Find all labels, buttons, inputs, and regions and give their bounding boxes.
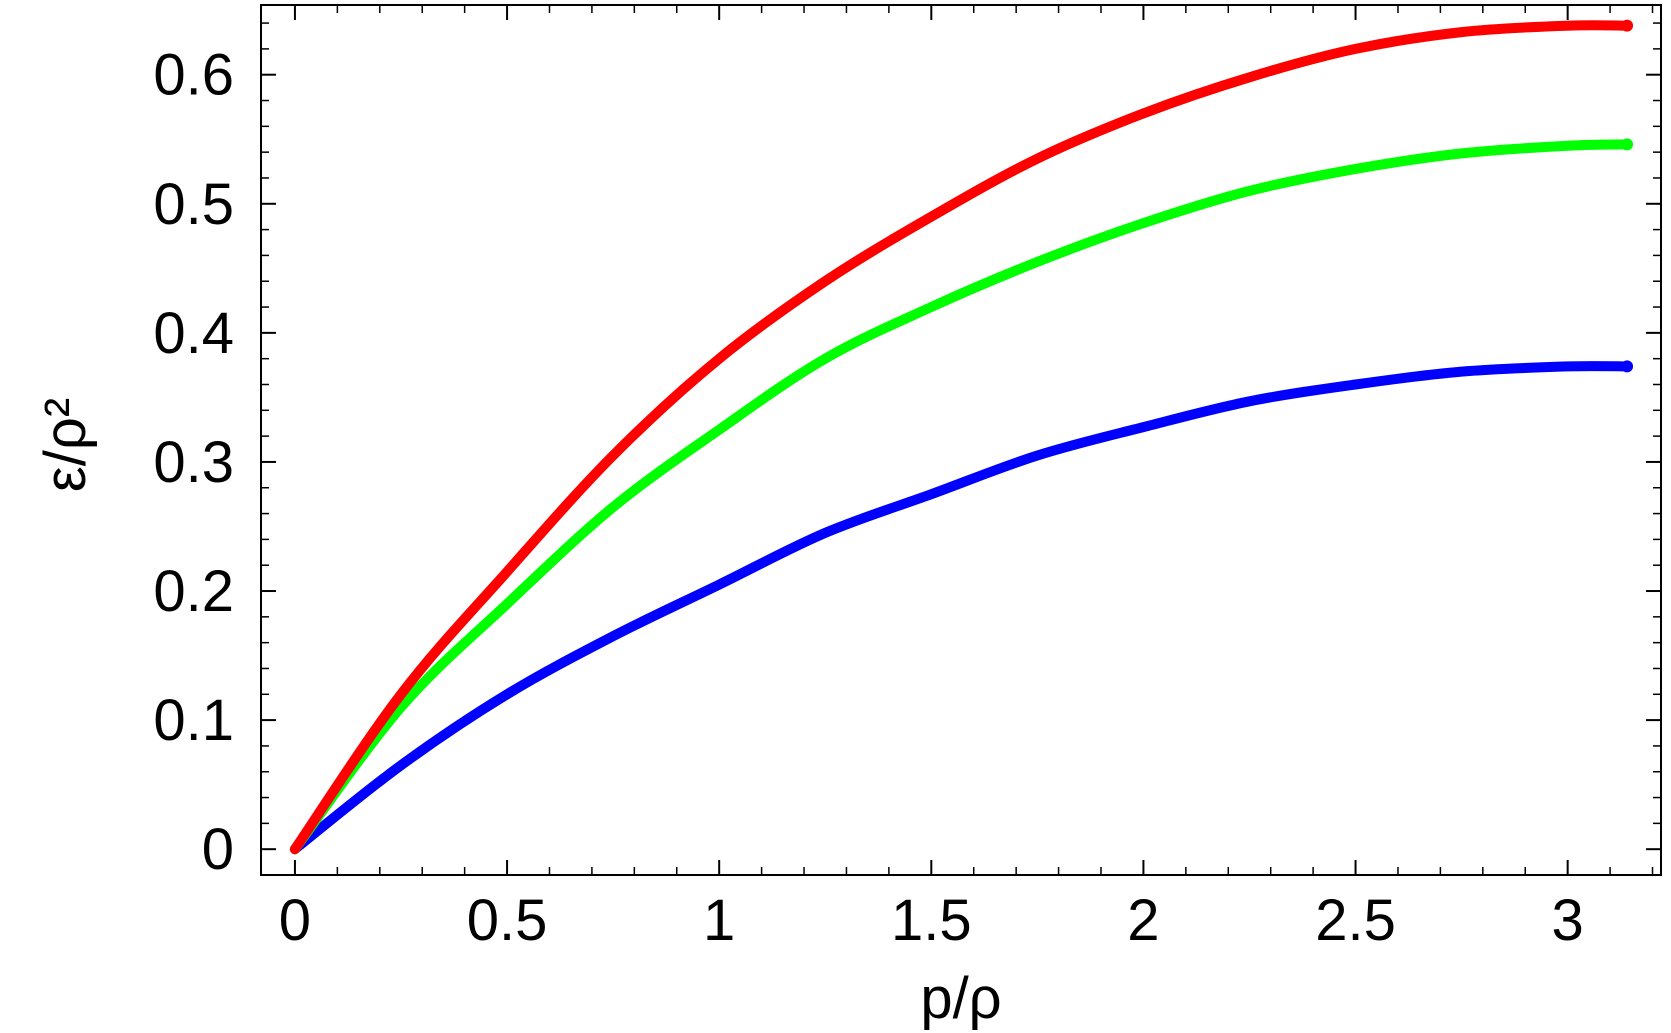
minor-ticks <box>261 5 1661 875</box>
series-end-point <box>1621 360 1634 373</box>
major-ticks <box>261 5 1661 875</box>
series-group <box>289 19 1634 855</box>
series-curve <box>289 20 1633 855</box>
x-tick-label: 0 <box>279 888 311 953</box>
series-curve <box>289 139 1633 855</box>
x-tick-label: 1 <box>703 888 735 953</box>
x-tick-label: 2 <box>1127 888 1159 953</box>
x-tick-labels: 0 0.5 1 1.5 2 2.5 3 <box>279 888 1584 953</box>
x-tick-label: 3 <box>1552 888 1584 953</box>
y-tick-label: 0.5 <box>153 172 234 237</box>
y-tick-label: 0 <box>202 817 234 882</box>
plot-frame <box>260 4 1662 876</box>
y-tick-label: 0.1 <box>153 688 234 753</box>
x-tick-label: 2.5 <box>1315 888 1396 953</box>
x-axis-label: p/ρ <box>920 966 1001 1031</box>
x-tick-label: 1.5 <box>891 888 972 953</box>
series-end-point <box>1621 138 1634 151</box>
y-axis-label: ε/ρ² <box>33 398 98 492</box>
y-tick-labels: 0 0.1 0.2 0.3 0.4 0.5 0.6 <box>153 43 234 882</box>
y-tick-label: 0.6 <box>153 43 234 108</box>
series-curve <box>289 361 1633 855</box>
x-tick-label: 0.5 <box>467 888 548 953</box>
y-tick-label: 0.2 <box>153 559 234 624</box>
y-tick-label: 0.3 <box>153 430 234 495</box>
series-end-point <box>1621 19 1634 32</box>
y-tick-label: 0.4 <box>153 301 234 366</box>
